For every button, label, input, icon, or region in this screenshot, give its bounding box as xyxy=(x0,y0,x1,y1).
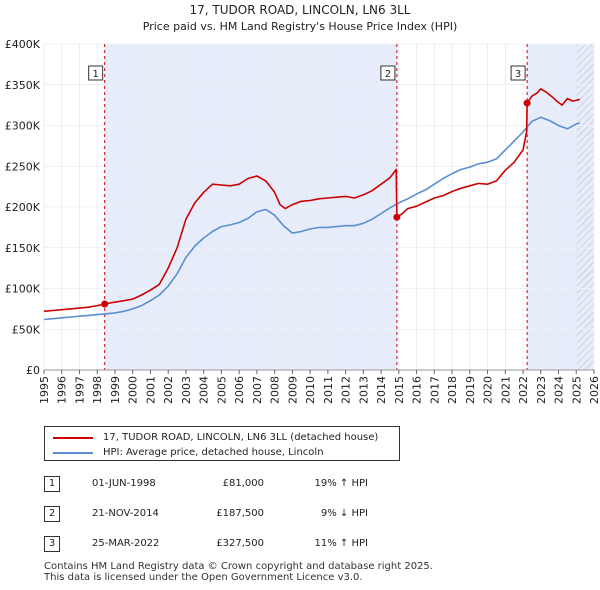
x-tick-label: 2025 xyxy=(570,376,583,404)
sale-label: 1 xyxy=(92,69,98,80)
sale-date: 21-NOV-2014 xyxy=(92,508,159,519)
legend-swatch-property xyxy=(53,437,93,439)
sale-label: 2 xyxy=(385,69,391,80)
legend-swatch-hpi xyxy=(53,452,93,454)
x-tick-label: 2022 xyxy=(517,376,530,404)
x-tick-label: 2006 xyxy=(233,376,246,404)
sale-number-badge: 1 xyxy=(44,476,60,492)
y-tick-label: £200K xyxy=(5,201,41,214)
sale-hpi-diff: 9% ↓ HPI xyxy=(320,508,368,519)
footer-line-licence: This data is licensed under the Open Gov… xyxy=(44,572,363,583)
x-tick-label: 2000 xyxy=(127,376,140,404)
x-tick-label: 2007 xyxy=(251,376,264,404)
sale-price: £327,500 xyxy=(216,538,264,549)
sale-point xyxy=(393,213,401,221)
y-tick-label: £50K xyxy=(12,323,41,336)
sale-label-box xyxy=(88,65,104,81)
price-chart: 17, TUDOR ROAD, LINCOLN, LN6 3LL Price p… xyxy=(5,3,600,404)
x-tick-label: 2016 xyxy=(411,376,424,404)
sale-date: 25-MAR-2022 xyxy=(92,538,160,549)
x-tick-label: 1999 xyxy=(109,376,122,404)
x-tick-label: 2008 xyxy=(269,376,282,404)
x-tick-label: 2003 xyxy=(180,376,193,404)
y-tick-label: £400K xyxy=(5,38,41,51)
x-tick-label: 2010 xyxy=(304,376,317,404)
sale-hpi-diff: 19% ↑ HPI xyxy=(314,478,368,489)
y-tick-label: £300K xyxy=(5,120,41,133)
x-tick-label: 2017 xyxy=(428,376,441,404)
x-tick-label: 2020 xyxy=(482,376,495,404)
sale-number-badge: 2 xyxy=(44,506,60,522)
sale-price: £187,500 xyxy=(216,508,264,519)
chart-subtitle: Price paid vs. HM Land Registry's House … xyxy=(143,20,458,33)
y-tick-label: £100K xyxy=(5,283,41,296)
sale-price: £81,000 xyxy=(222,478,264,489)
sale-hpi-diff: 11% ↑ HPI xyxy=(314,538,368,549)
chart-legend: 17, TUDOR ROAD, LINCOLN, LN6 3LL (detach… xyxy=(44,426,400,461)
sale-point xyxy=(523,99,531,107)
table-row: 1 01-JUN-1998 £81,000 19% ↑ HPI xyxy=(44,474,444,494)
x-tick-label: 2001 xyxy=(144,376,157,404)
sale-number-badge: 3 xyxy=(44,536,60,552)
x-tick-label: 1995 xyxy=(38,376,51,404)
y-tick-label: £0 xyxy=(26,364,40,377)
sale-date: 01-JUN-1998 xyxy=(92,478,156,489)
x-tick-label: 2012 xyxy=(340,376,353,404)
sale-label: 3 xyxy=(515,69,521,80)
x-tick-label: 2011 xyxy=(322,376,335,404)
x-tick-label: 2004 xyxy=(198,376,211,404)
property-series-line xyxy=(44,88,580,313)
footer-attribution: Contains HM Land Registry data © Crown c… xyxy=(44,561,433,583)
footer-line-copyright: Contains HM Land Registry data © Crown c… xyxy=(44,561,433,572)
x-tick-label: 2023 xyxy=(535,376,548,404)
x-tick-label: 2021 xyxy=(499,376,512,404)
chart-title: 17, TUDOR ROAD, LINCOLN, LN6 3LL xyxy=(190,3,411,17)
y-tick-label: £250K xyxy=(5,160,41,173)
sale-point xyxy=(101,300,109,308)
table-row: 3 25-MAR-2022 £327,500 11% ↑ HPI xyxy=(44,534,444,554)
legend-label-hpi: HPI: Average price, detached house, Linc… xyxy=(103,447,324,458)
sale-label-box xyxy=(380,65,396,81)
sale-label-box xyxy=(510,65,526,81)
x-tick-label: 1996 xyxy=(56,376,69,404)
y-tick-label: £350K xyxy=(5,79,41,92)
x-tick-label: 1997 xyxy=(73,376,86,404)
hpi-series-line xyxy=(44,116,580,321)
x-tick-label: 2002 xyxy=(162,376,175,404)
x-tick-label: 2015 xyxy=(393,376,406,404)
table-row: 2 21-NOV-2014 £187,500 9% ↓ HPI xyxy=(44,504,444,524)
x-tick-label: 2024 xyxy=(553,376,566,404)
x-tick-label: 2019 xyxy=(464,376,477,404)
x-tick-label: 1998 xyxy=(91,376,104,404)
x-tick-label: 2009 xyxy=(286,376,299,404)
y-tick-label: £150K xyxy=(5,242,41,255)
legend-label-property: 17, TUDOR ROAD, LINCOLN, LN6 3LL (detach… xyxy=(103,432,379,443)
x-tick-label: 2013 xyxy=(357,376,370,404)
x-tick-label: 2014 xyxy=(375,376,388,404)
x-tick-label: 2018 xyxy=(446,376,459,404)
x-tick-label: 2005 xyxy=(215,376,228,404)
x-tick-label: 2026 xyxy=(588,376,600,404)
